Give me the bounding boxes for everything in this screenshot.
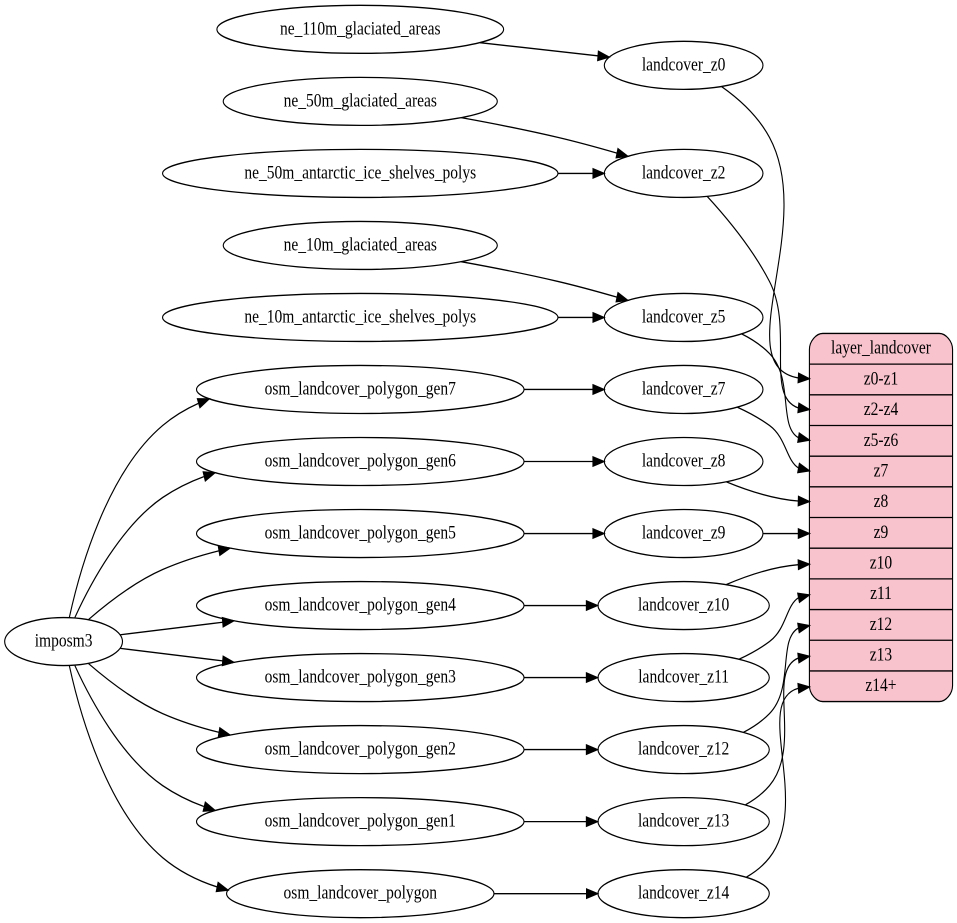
svg-text:z12: z12 bbox=[870, 614, 892, 635]
svg-text:imposm3: imposm3 bbox=[35, 630, 93, 651]
svg-text:ne_50m_glaciated_areas: ne_50m_glaciated_areas bbox=[284, 90, 438, 111]
svg-text:layer_landcover: layer_landcover bbox=[831, 337, 931, 358]
svg-text:landcover_z8: landcover_z8 bbox=[642, 450, 726, 471]
svg-text:ne_10m_antarctic_ice_shelves_p: ne_10m_antarctic_ice_shelves_polys bbox=[244, 306, 476, 327]
svg-text:landcover_z2: landcover_z2 bbox=[642, 162, 726, 183]
svg-text:osm_landcover_polygon_gen3: osm_landcover_polygon_gen3 bbox=[265, 666, 456, 687]
svg-text:landcover_z9: landcover_z9 bbox=[642, 522, 726, 543]
svg-text:landcover_z12: landcover_z12 bbox=[638, 738, 729, 759]
svg-text:landcover_z13: landcover_z13 bbox=[638, 810, 729, 831]
svg-text:z13: z13 bbox=[870, 644, 892, 665]
svg-text:osm_landcover_polygon_gen6: osm_landcover_polygon_gen6 bbox=[265, 450, 457, 471]
svg-text:z7: z7 bbox=[874, 460, 889, 481]
svg-text:ne_110m_glaciated_areas: ne_110m_glaciated_areas bbox=[280, 18, 441, 39]
svg-text:z14+: z14+ bbox=[865, 675, 896, 696]
svg-text:ne_50m_antarctic_ice_shelves_p: ne_50m_antarctic_ice_shelves_polys bbox=[244, 162, 476, 183]
svg-text:landcover_z5: landcover_z5 bbox=[642, 306, 726, 327]
svg-text:z8: z8 bbox=[874, 491, 889, 512]
svg-text:osm_landcover_polygon: osm_landcover_polygon bbox=[284, 882, 438, 903]
svg-text:z5-z6: z5-z6 bbox=[864, 429, 899, 450]
svg-text:landcover_z10: landcover_z10 bbox=[638, 594, 729, 615]
svg-text:landcover_z0: landcover_z0 bbox=[642, 54, 726, 75]
svg-text:ne_10m_glaciated_areas: ne_10m_glaciated_areas bbox=[284, 234, 438, 255]
svg-text:z10: z10 bbox=[870, 552, 892, 573]
svg-text:osm_landcover_polygon_gen2: osm_landcover_polygon_gen2 bbox=[265, 738, 456, 759]
svg-text:osm_landcover_polygon_gen4: osm_landcover_polygon_gen4 bbox=[265, 594, 457, 615]
svg-text:landcover_z14: landcover_z14 bbox=[638, 882, 730, 903]
svg-text:z9: z9 bbox=[874, 521, 889, 542]
svg-text:landcover_z11: landcover_z11 bbox=[638, 666, 729, 687]
svg-text:landcover_z7: landcover_z7 bbox=[642, 378, 726, 399]
svg-text:z2-z4: z2-z4 bbox=[864, 399, 899, 420]
svg-text:z0-z1: z0-z1 bbox=[864, 368, 898, 389]
svg-text:osm_landcover_polygon_gen7: osm_landcover_polygon_gen7 bbox=[265, 378, 457, 399]
svg-text:osm_landcover_polygon_gen5: osm_landcover_polygon_gen5 bbox=[265, 522, 456, 543]
svg-text:osm_landcover_polygon_gen1: osm_landcover_polygon_gen1 bbox=[265, 810, 456, 831]
svg-text:z11: z11 bbox=[870, 583, 892, 604]
